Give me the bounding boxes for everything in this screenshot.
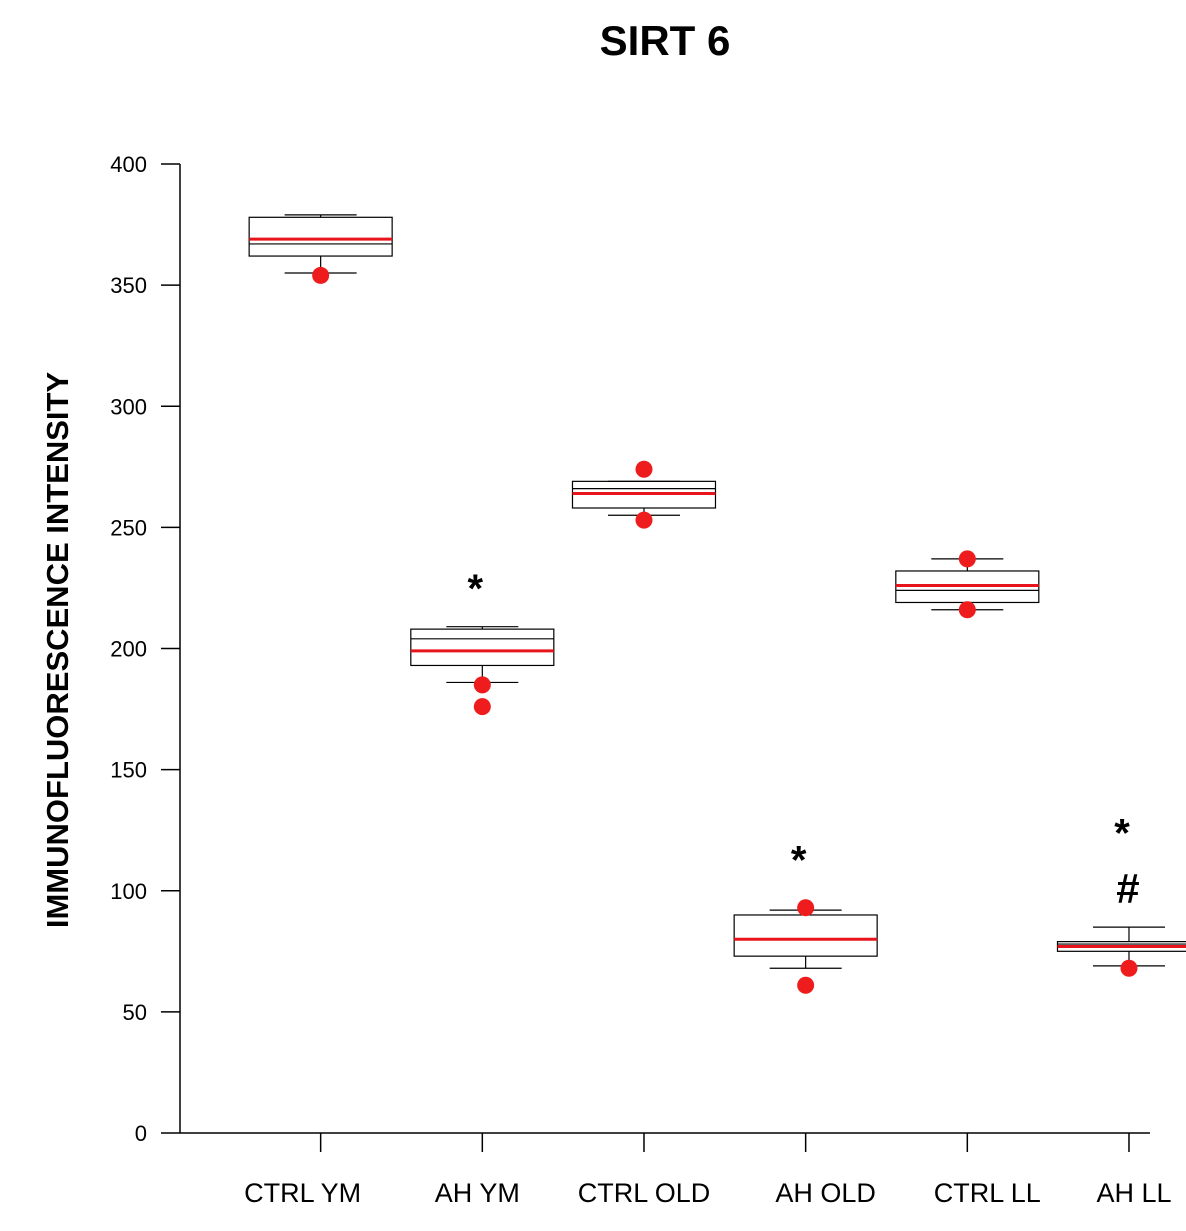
axes: 0 50 100 150 200 250 300 350 400 CTRL YM AH YM CTRL…	[110, 152, 1171, 1208]
box-iqr	[733, 914, 878, 957]
x-tick-label: AH LL	[1096, 1178, 1171, 1208]
outlier-point	[797, 899, 815, 917]
y-tick-label: 300	[110, 394, 147, 419]
box-group	[248, 214, 393, 284]
x-tick-label: CTRL LL	[934, 1178, 1041, 1208]
x-tick-label: AH OLD	[775, 1178, 876, 1208]
outlier-point	[797, 976, 815, 994]
boxes	[248, 214, 1186, 994]
y-tick-label: 50	[123, 1000, 147, 1025]
asterisk-annotation: *	[791, 838, 807, 882]
x-tick-label: AH YM	[435, 1178, 520, 1208]
box-iqr	[410, 628, 555, 667]
x-tick-label: CTRL YM	[244, 1178, 361, 1208]
outlier-point	[635, 460, 653, 478]
hash-annotation: #	[1116, 865, 1139, 912]
box-group	[571, 460, 717, 529]
y-tick-label: 100	[110, 879, 147, 904]
y-axis-label: IMMUNOFLUORESCENCE INTENSITY	[40, 372, 75, 929]
y-tick-label: 0	[135, 1121, 147, 1146]
y-tick-label: 350	[110, 273, 147, 298]
asterisk-annotation: *	[1114, 812, 1130, 856]
y-tick-label: 400	[110, 152, 147, 177]
x-tick-label: CTRL OLD	[578, 1178, 711, 1208]
outlier-point	[958, 550, 976, 568]
outlier-point	[312, 266, 330, 284]
y-tick-label: 250	[110, 515, 147, 540]
outlier-point	[1120, 959, 1138, 977]
chart-title: SIRT 6	[600, 17, 731, 64]
outlier-point	[958, 601, 976, 619]
box-group	[733, 899, 878, 994]
outlier-point	[635, 511, 653, 529]
outlier-point	[473, 676, 491, 694]
box-iqr	[248, 216, 393, 257]
asterisk-annotation: *	[468, 567, 484, 611]
box-group	[895, 550, 1040, 619]
annotations: * * * #	[468, 567, 1140, 912]
outlier-point	[473, 698, 491, 716]
box-group	[410, 626, 555, 716]
box-group	[1056, 926, 1186, 977]
y-tick-label: 150	[110, 758, 147, 783]
y-tick-label: 200	[110, 637, 147, 662]
